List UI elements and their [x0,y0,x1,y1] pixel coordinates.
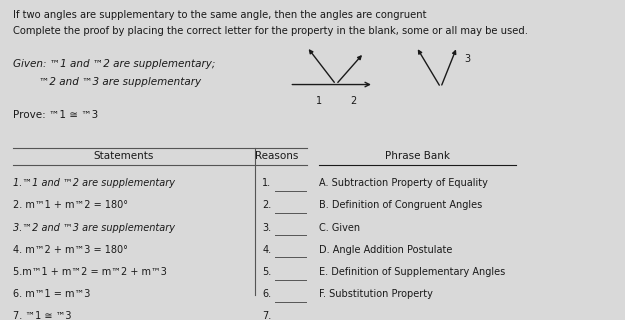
Text: 1.: 1. [262,179,271,188]
Text: 2.: 2. [262,201,271,211]
Text: 5.m™1 + m™2 = m™2 + m™3: 5.m™1 + m™2 = m™2 + m™3 [13,267,167,277]
Text: 6. m™1 = m™3: 6. m™1 = m™3 [13,289,91,299]
Text: Complete the proof by placing the correct letter for the property in the blank, : Complete the proof by placing the correc… [13,26,528,36]
Text: 5.: 5. [262,267,271,277]
Text: B. Definition of Congruent Angles: B. Definition of Congruent Angles [319,201,482,211]
Text: 7.: 7. [262,311,271,320]
Text: 1.™1 and ™2 are supplementary: 1.™1 and ™2 are supplementary [13,179,175,188]
Text: D. Angle Addition Postulate: D. Angle Addition Postulate [319,244,452,255]
Text: 7. ™1 ≅ ™3: 7. ™1 ≅ ™3 [13,311,71,320]
Text: 3.: 3. [262,223,271,233]
Text: 3.™2 and ™3 are supplementary: 3.™2 and ™3 are supplementary [13,223,175,233]
Text: Phrase Bank: Phrase Bank [385,151,450,161]
Text: 2: 2 [351,96,357,106]
Text: Prove: ™1 ≅ ™3: Prove: ™1 ≅ ™3 [13,110,98,120]
Text: If two angles are supplementary to the same angle, then the angles are congruent: If two angles are supplementary to the s… [13,11,426,20]
Text: Statements: Statements [93,151,154,161]
Text: E. Definition of Supplementary Angles: E. Definition of Supplementary Angles [319,267,505,277]
Text: Given: ™1 and ™2 are supplementary;: Given: ™1 and ™2 are supplementary; [13,59,216,69]
Text: 1: 1 [316,96,322,106]
Text: 4.: 4. [262,244,271,255]
Text: C. Given: C. Given [319,223,359,233]
Text: 2. m™1 + m™2 = 180°: 2. m™1 + m™2 = 180° [13,201,128,211]
Text: 4. m™2 + m™3 = 180°: 4. m™2 + m™3 = 180° [13,244,128,255]
Text: A. Subtraction Property of Equality: A. Subtraction Property of Equality [319,179,488,188]
Text: ™2 and ™3 are supplementary: ™2 and ™3 are supplementary [13,77,201,87]
Text: F. Substitution Property: F. Substitution Property [319,289,432,299]
Text: Reasons: Reasons [255,151,298,161]
Text: 6.: 6. [262,289,271,299]
Text: 3: 3 [464,54,470,64]
